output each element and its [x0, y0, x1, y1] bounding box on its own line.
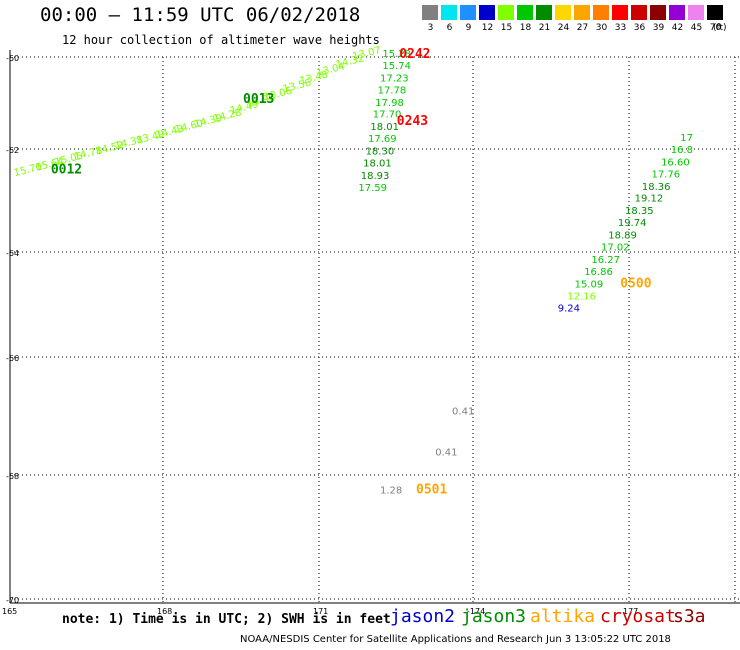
legend-label: 33: [614, 23, 627, 33]
legend-swatch: [631, 5, 648, 20]
wave-height-value: 16.8: [671, 145, 693, 156]
legend-swatch: [669, 5, 686, 20]
wave-height-value: 18.01: [363, 158, 392, 169]
legend-swatch: [479, 5, 496, 20]
wave-height-value: 18.93: [361, 171, 390, 182]
wave-height-value: 19.74: [618, 218, 647, 229]
legend-swatch: [612, 5, 629, 20]
wave-height-value: 17: [680, 133, 693, 144]
legend-swatch: [536, 5, 553, 20]
legend-label: 9: [465, 23, 472, 33]
wave-height-value: 16.27: [591, 255, 620, 266]
legend-label: 30: [595, 23, 608, 33]
satellite-cryosat: cryosat: [600, 606, 676, 627]
pass-time-label: 0012: [51, 163, 82, 178]
wave-height-value: 15.74: [382, 61, 411, 72]
wave-height-value: 17.02: [601, 242, 630, 253]
latitude-label: -68: [6, 472, 19, 481]
wave-height-value: 17.70: [373, 110, 402, 121]
wave-height-value: 18.01: [370, 122, 399, 133]
page-title: 00:00 – 11:59 UTC 06/02/2018: [40, 4, 361, 26]
wave-height-value: 17.59: [358, 183, 387, 194]
pass-time-label: 0013: [243, 92, 274, 107]
wave-height-value: 1.28: [380, 485, 402, 496]
latitude-label: -64: [6, 249, 19, 258]
wave-height-value: 18.36: [642, 182, 671, 193]
longitude-label: 177: [623, 607, 638, 616]
wave-height-value: 18.30: [366, 147, 395, 158]
legend-swatch: [555, 5, 572, 20]
wave-height-value: 15.28: [382, 49, 411, 60]
latitude-label: -66: [6, 354, 19, 363]
wave-height-value: 15.09: [575, 279, 604, 290]
satellite-s3a: s3a: [673, 606, 706, 627]
latitude-label: -70: [6, 596, 19, 605]
legend-label: 12: [481, 23, 494, 33]
legend-label: 39: [652, 23, 665, 33]
satellite-jason3: jason3: [461, 606, 527, 627]
legend-swatch: [650, 5, 667, 20]
wave-height-value: 0.41: [435, 447, 457, 458]
satellite-jason2: jason2: [390, 606, 456, 627]
legend-swatch: [441, 5, 458, 20]
legend-label: 6: [446, 23, 453, 33]
satellite-altika: altika: [530, 606, 596, 627]
wave-height-value: 18.89: [608, 231, 637, 242]
pass-time-label: 0243: [397, 114, 428, 129]
wave-height-value: 9.24: [558, 304, 580, 315]
legend-swatch: [574, 5, 591, 20]
wave-height-value: 19.12: [635, 194, 664, 205]
footer-note: note: 1) Time is in UTC; 2) SWH is in fe…: [62, 612, 391, 627]
longitude-label: 168: [157, 607, 172, 616]
legend-label: 27: [576, 23, 589, 33]
legend-swatch: [688, 5, 705, 20]
legend-swatch: [517, 5, 534, 20]
wave-height-value: 17.76: [651, 169, 680, 180]
wave-height-value: 18.35: [625, 206, 654, 217]
wave-height-value: 17.23: [380, 73, 409, 84]
legend-label: 42: [671, 23, 684, 33]
latitude-label: -60: [6, 54, 19, 63]
pass-time-label: 0500: [620, 276, 651, 291]
legend-label: 70: [709, 23, 722, 33]
legend-swatch: [422, 5, 439, 20]
wave-height-value: 16.60: [661, 157, 690, 168]
legend-label: 45: [690, 23, 703, 33]
legend-label: 15: [500, 23, 513, 33]
wave-height-value: 17.78: [378, 85, 407, 96]
page-subtitle: 12 hour collection of altimeter wave hei…: [62, 33, 380, 47]
pass-time-label: 0242: [399, 47, 430, 62]
longitude-label: -174: [467, 607, 485, 616]
legend-swatch: [460, 5, 477, 20]
longitude-label: 165: [2, 607, 17, 616]
wave-height-value: 17.69: [368, 134, 397, 145]
wave-height-value: 13.07: [352, 45, 382, 63]
latitude-label: -62: [6, 146, 19, 155]
legend-unit: (ft): [713, 23, 727, 33]
wave-height-value: 17.98: [375, 98, 404, 109]
footer-credit: NOAA/NESDIS Center for Satellite Applica…: [240, 634, 671, 645]
wave-height-value: 12.16: [567, 291, 596, 302]
legend-label: 3: [427, 23, 434, 33]
legend-label: 21: [538, 23, 551, 33]
legend-label: 24: [557, 23, 570, 33]
longitude-label: 171: [313, 607, 328, 616]
legend-label: 36: [633, 23, 646, 33]
legend-swatch: [707, 5, 724, 20]
pass-time-label: 0501: [416, 482, 447, 497]
legend-label: 18: [519, 23, 532, 33]
legend-swatch: [498, 5, 515, 20]
wave-height-value: 16.86: [584, 267, 613, 278]
wave-height-value: 0.41: [452, 407, 474, 418]
legend-swatch: [593, 5, 610, 20]
